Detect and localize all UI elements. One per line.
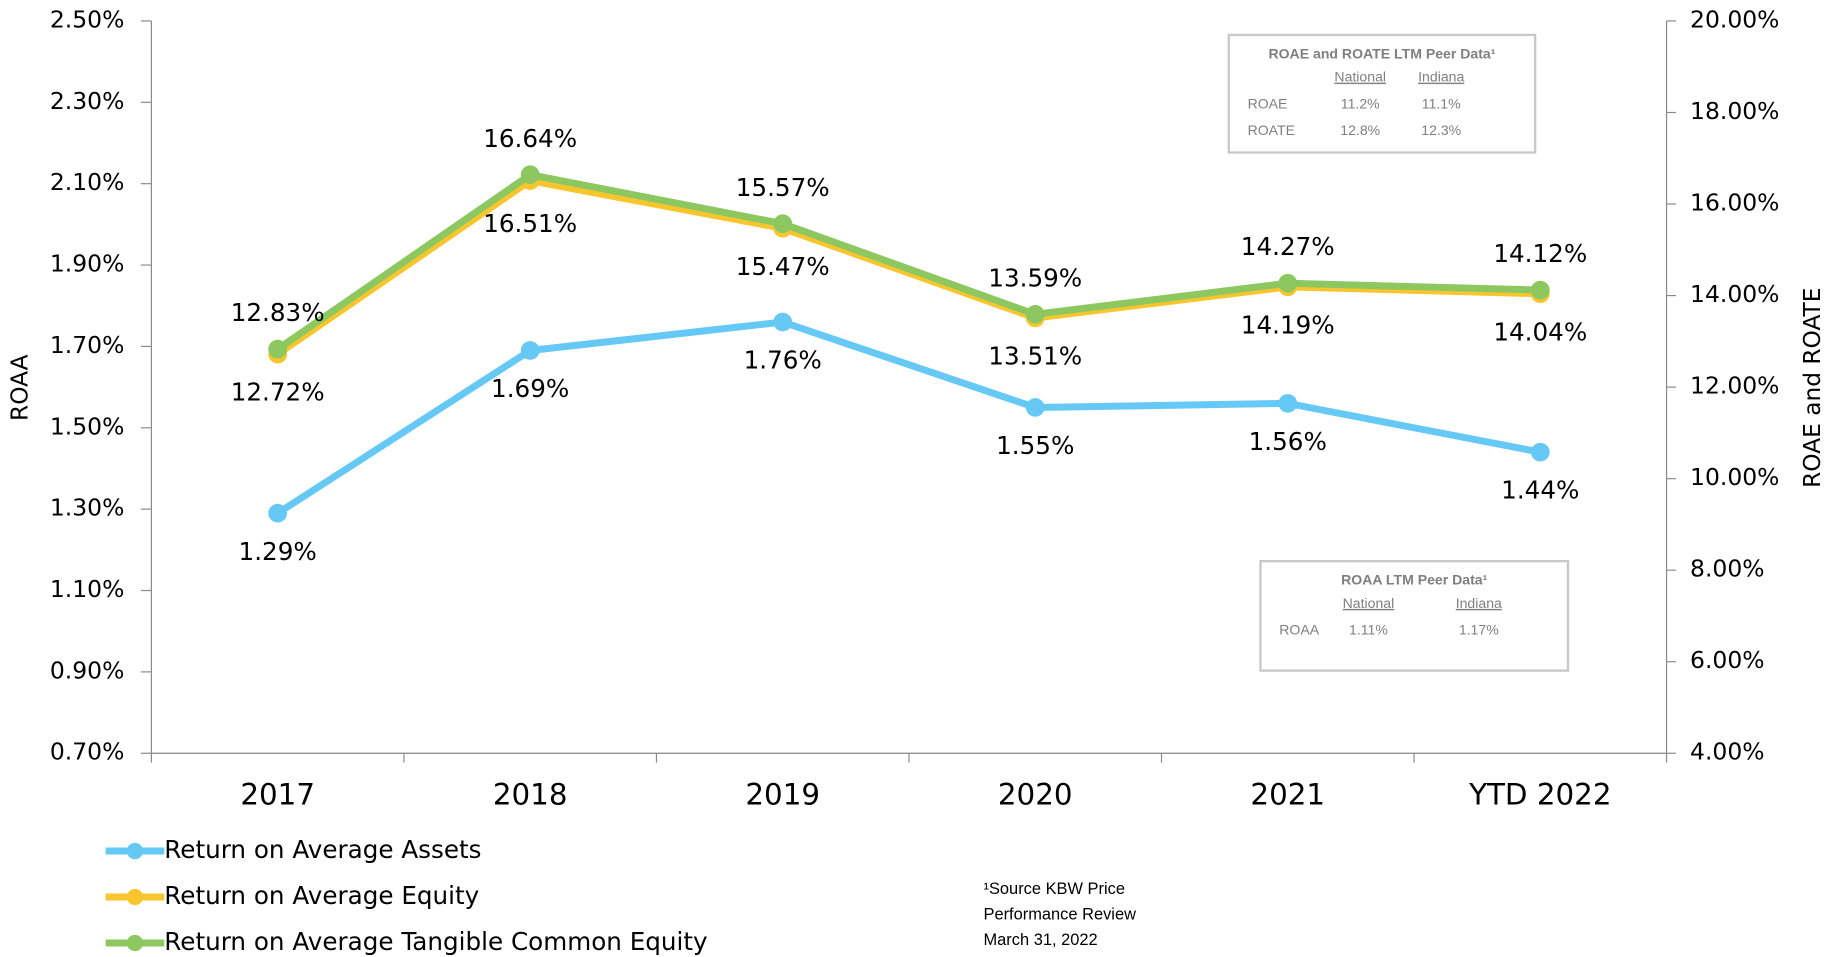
- data-label: 1.69%: [491, 374, 569, 403]
- data-label: 14.12%: [1493, 239, 1587, 268]
- legend-dot: [126, 842, 144, 860]
- y2-tick-label: 18.00%: [1690, 97, 1779, 125]
- x-tick-label: YTD 2022: [1468, 777, 1611, 811]
- inset-title: ROAE and ROATE LTM Peer Data¹: [1268, 45, 1495, 61]
- y-tick-label: 1.70%: [50, 331, 125, 359]
- y-tick-label: 1.50%: [50, 412, 125, 440]
- x-tick-label: 2017: [240, 777, 315, 811]
- data-point: [1278, 394, 1298, 413]
- data-point: [1025, 398, 1045, 417]
- data-point: [773, 312, 793, 332]
- x-tick-label: 2019: [745, 777, 820, 811]
- legend-label: Return on Average Equity: [164, 881, 479, 910]
- y2-tick-label: 16.00%: [1690, 189, 1779, 217]
- inset-cell: 1.17%: [1459, 622, 1499, 638]
- data-label: 16.64%: [483, 124, 577, 153]
- legend-dot: [126, 888, 144, 906]
- y2-tick-label: 4.00%: [1690, 738, 1765, 766]
- y2-tick-label: 8.00%: [1690, 555, 1765, 583]
- inset-column: Indiana: [1456, 595, 1502, 611]
- x-tick-label: 2020: [998, 777, 1073, 811]
- series-line: [275, 171, 1541, 352]
- y-tick-label: 1.30%: [50, 494, 125, 522]
- legend-label: Return on Average Tangible Common Equity: [164, 927, 707, 956]
- inset-box: [1227, 33, 1537, 154]
- data-label: 15.57%: [736, 173, 830, 202]
- footnote: Performance Review: [984, 905, 1137, 923]
- legend-dot: [126, 934, 144, 952]
- series-line: [275, 318, 1541, 517]
- y2-tick-label: 20.00%: [1690, 6, 1779, 34]
- data-label: 13.59%: [988, 263, 1082, 292]
- y2-tick-label: 10.00%: [1690, 463, 1779, 491]
- y2-axis-label: ROAE and ROATE: [1798, 288, 1825, 488]
- inset-column: National: [1343, 595, 1395, 611]
- series-line: [275, 177, 1541, 358]
- inset-cell: 12.8%: [1340, 122, 1380, 138]
- inset-cell: ROAE: [1248, 96, 1288, 112]
- inset-cell: ROATE: [1248, 122, 1295, 138]
- y-tick-label: 0.70%: [50, 738, 125, 766]
- data-point: [1530, 442, 1550, 462]
- inset-cell: 11.2%: [1341, 96, 1380, 112]
- x-tick-label: 2018: [493, 777, 568, 811]
- inset-cell: 12.3%: [1421, 122, 1461, 138]
- data-point: [1278, 273, 1298, 293]
- inset-title: ROAA LTM Peer Data¹: [1341, 572, 1488, 588]
- inset-column: Indiana: [1418, 69, 1464, 85]
- footnote: March 31, 2022: [984, 931, 1098, 949]
- data-point: [520, 341, 540, 360]
- inset-cell: ROAA: [1279, 622, 1320, 638]
- inset-cell: 1.11%: [1349, 622, 1388, 638]
- x-tick-label: 2021: [1250, 777, 1325, 811]
- data-label: 15.47%: [736, 252, 830, 281]
- y-tick-label: 1.90%: [50, 250, 125, 278]
- data-label: 14.27%: [1241, 232, 1335, 261]
- data-label: 13.51%: [988, 342, 1082, 371]
- data-label: 16.51%: [483, 209, 577, 238]
- data-label: 12.83%: [231, 298, 325, 327]
- data-label: 1.55%: [996, 431, 1074, 460]
- data-point: [1025, 305, 1045, 324]
- data-point: [520, 165, 540, 185]
- data-label: 12.72%: [231, 378, 325, 407]
- data-point: [773, 214, 793, 234]
- inset-cell: 11.1%: [1422, 96, 1461, 112]
- y-tick-label: 2.10%: [50, 168, 125, 196]
- data-label: 1.76%: [744, 346, 822, 375]
- data-label: 1.29%: [239, 537, 317, 566]
- data-point: [1530, 280, 1550, 300]
- footnote: ¹Source KBW Price: [984, 880, 1125, 898]
- y-axis-label: ROAA: [6, 354, 34, 421]
- y-tick-label: 2.50%: [50, 6, 125, 34]
- y2-tick-label: 6.00%: [1690, 646, 1765, 674]
- data-label: 14.19%: [1241, 311, 1335, 340]
- inset-column: National: [1334, 69, 1386, 85]
- data-point: [268, 339, 288, 359]
- inset-box: [1259, 559, 1570, 672]
- y2-tick-label: 14.00%: [1690, 280, 1779, 308]
- data-label: 1.56%: [1249, 427, 1327, 456]
- data-label: 1.44%: [1501, 476, 1579, 505]
- y-tick-label: 2.30%: [50, 87, 125, 115]
- y-tick-label: 0.90%: [50, 656, 125, 684]
- data-point: [268, 503, 288, 523]
- y2-tick-label: 12.00%: [1690, 372, 1779, 400]
- y-tick-label: 1.10%: [50, 575, 125, 603]
- data-label: 14.04%: [1493, 317, 1587, 346]
- legend-label: Return on Average Assets: [164, 835, 481, 864]
